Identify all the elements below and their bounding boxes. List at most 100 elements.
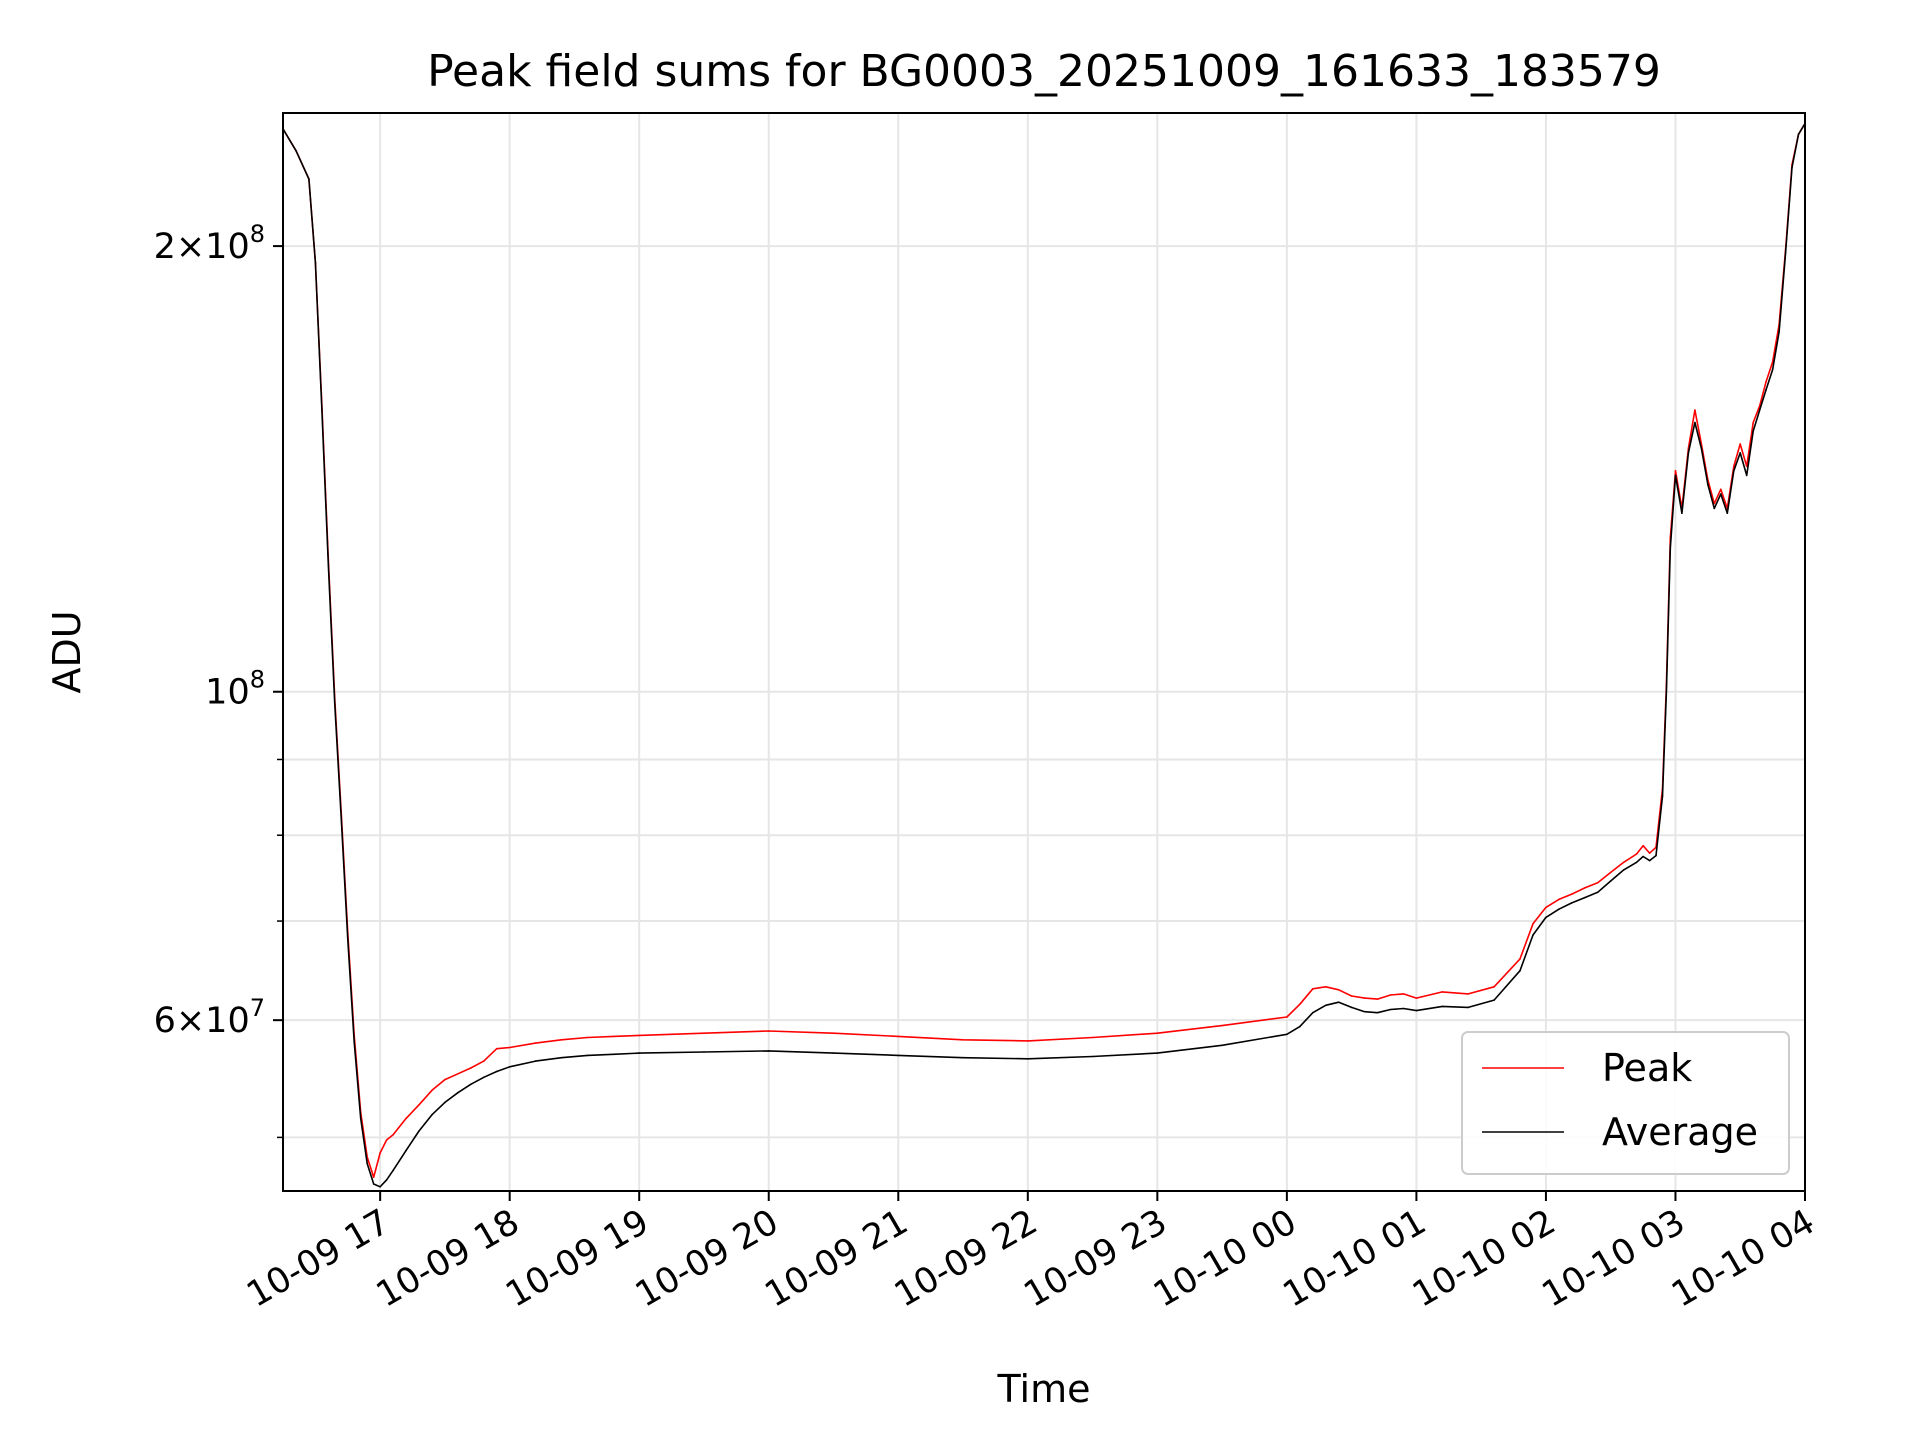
data-point-peak [832, 1032, 835, 1034]
data-point-average [586, 1054, 589, 1057]
data-point-peak [1635, 853, 1638, 855]
series-line-average [283, 123, 1805, 1188]
data-point-average [1532, 934, 1534, 936]
y-tick-label: 108 [205, 666, 265, 713]
data-point-average [1752, 430, 1754, 432]
data-point-average [1687, 452, 1690, 454]
data-point-peak [1027, 1040, 1029, 1042]
data-point-peak [1312, 988, 1314, 990]
data-point-average [832, 1052, 835, 1054]
data-point-average [1299, 1025, 1301, 1028]
data-point-peak [1493, 986, 1495, 988]
data-point-average [353, 1041, 356, 1043]
data-point-average [1665, 690, 1668, 693]
data-point-peak [1648, 852, 1651, 854]
data-point-peak [372, 1176, 375, 1178]
data-point-average [1635, 861, 1638, 864]
data-point-peak [1221, 1024, 1223, 1027]
data-point-peak [1745, 465, 1748, 468]
data-point-average [1350, 1006, 1353, 1009]
data-point-peak [962, 1039, 964, 1041]
data-point-average [1707, 483, 1709, 486]
data-point-peak [638, 1034, 640, 1037]
data-point-average [1286, 1033, 1288, 1036]
data-point-average [372, 1183, 375, 1185]
series-layer [283, 122, 1805, 1188]
data-point-peak [1299, 1003, 1301, 1006]
data-point-average [1733, 470, 1735, 472]
data-point-average [385, 1179, 388, 1181]
data-point-average [1376, 1011, 1379, 1014]
data-point-average [962, 1056, 964, 1059]
data-point-peak [1286, 1016, 1288, 1018]
data-point-peak [612, 1035, 615, 1038]
plot-frame [282, 112, 1806, 1192]
data-point-average [1609, 880, 1612, 882]
data-point-average [308, 178, 310, 180]
data-point-average [1739, 452, 1741, 454]
data-point-average [1558, 908, 1560, 910]
data-point-average [1402, 1007, 1405, 1010]
data-point-average [1655, 854, 1657, 857]
data-point-average [483, 1076, 485, 1079]
data-point-average [1648, 859, 1651, 862]
data-point-peak [483, 1060, 485, 1062]
data-point-peak [767, 1030, 770, 1032]
data-point-peak [431, 1089, 433, 1092]
data-point-average [1584, 896, 1586, 899]
data-point-peak [405, 1117, 407, 1120]
legend-peak-label: Peak [1602, 1046, 1692, 1090]
data-point-average [327, 563, 330, 565]
data-point-peak [1337, 989, 1340, 991]
data-point-peak [1441, 991, 1444, 993]
x-axis-label: Time [997, 1367, 1091, 1411]
data-point-average [1778, 331, 1780, 333]
data-point-peak [586, 1036, 589, 1039]
data-point-average [1745, 474, 1748, 477]
data-point-peak [1571, 893, 1573, 895]
data-point-peak [385, 1139, 388, 1141]
data-point-peak [470, 1067, 472, 1069]
data-point-average [444, 1101, 446, 1104]
data-point-average [321, 409, 323, 411]
data-point-average [1765, 388, 1767, 391]
data-point-average [1596, 891, 1599, 894]
data-point-average [612, 1053, 615, 1056]
data-point-peak [1622, 861, 1625, 864]
data-point-peak [703, 1032, 705, 1034]
data-point-average [1519, 969, 1521, 972]
data-point-peak [457, 1073, 459, 1075]
data-point-average [1337, 1001, 1340, 1003]
y-axis: 2×108 108 6×107 [154, 220, 283, 1139]
data-point-average [366, 1162, 369, 1165]
data-point-average [347, 938, 349, 941]
data-point-average [1758, 409, 1761, 411]
data-point-peak [1519, 958, 1521, 960]
data-point-peak [1376, 998, 1379, 1000]
data-point-peak [1771, 361, 1774, 363]
series-line-peak [283, 123, 1805, 1178]
data-point-peak [1674, 470, 1677, 472]
data-point-peak [1739, 443, 1741, 445]
data-point-peak [1415, 997, 1418, 999]
data-point-average [703, 1051, 705, 1053]
data-point-peak [1558, 898, 1560, 901]
data-point-peak [1765, 380, 1767, 383]
data-point-average [418, 1130, 420, 1132]
data-point-average [1363, 1010, 1366, 1013]
data-point-peak [897, 1035, 900, 1038]
data-point-peak [444, 1078, 446, 1081]
data-point-average [1312, 1011, 1314, 1014]
y-tick-label: 2×108 [154, 220, 265, 267]
data-point-peak [1350, 995, 1353, 997]
data-point-peak [1694, 409, 1696, 411]
data-point-average [359, 1117, 362, 1120]
data-point-average [1571, 902, 1573, 904]
data-point-peak [534, 1042, 537, 1044]
data-point-peak [1402, 993, 1405, 995]
data-point-average [1797, 133, 1800, 136]
data-point-average [1661, 795, 1664, 797]
data-point-average [1784, 251, 1787, 254]
data-point-average [1027, 1058, 1029, 1060]
